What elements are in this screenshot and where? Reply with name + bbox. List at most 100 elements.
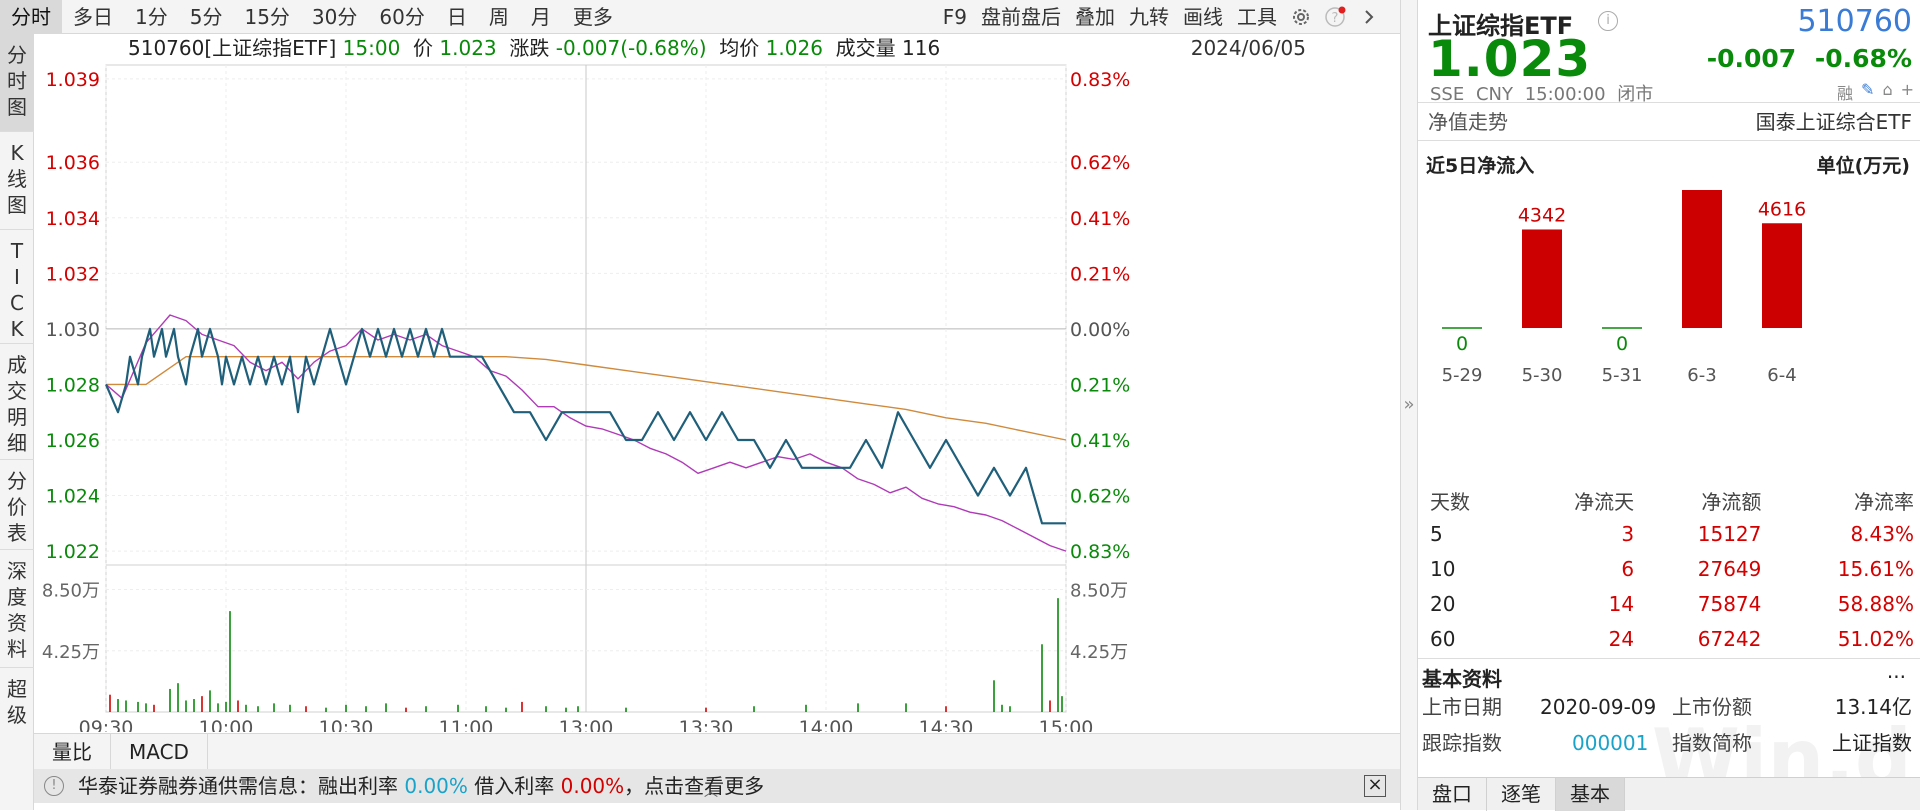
nav-trend-title: 净值走势 bbox=[1428, 110, 1508, 134]
panel-change-pct: -0.68% bbox=[1814, 44, 1912, 73]
cell-days: 5 bbox=[1430, 521, 1443, 546]
margin-info-ticker[interactable]: ! 华泰证券融券通供需信息：融出利率 0.00% 借入利率 0.00%，点击查看… bbox=[34, 769, 1400, 803]
info-icon[interactable]: i bbox=[1598, 11, 1618, 31]
inflow-category-label: 5-29 bbox=[1442, 365, 1483, 386]
intraday-chart[interactable]: 1.039 0.83% 1.036 0.62% 1.034 0.41% 1.032 0.21%… bbox=[34, 60, 1400, 732]
close-icon[interactable]: × bbox=[1364, 775, 1386, 797]
avg-label: 均价 bbox=[719, 36, 760, 60]
panel-change-value: -0.007 bbox=[1706, 44, 1797, 73]
track-index-label: 跟踪指数 bbox=[1422, 731, 1502, 755]
index-short-value: 上证指数 bbox=[1832, 731, 1912, 755]
panel-security-name: 上证综指ETF bbox=[1428, 12, 1574, 40]
cell-inflow-days: 14 bbox=[1608, 591, 1635, 616]
y-right-tick: 0.62% bbox=[1070, 486, 1130, 508]
pre-post-market-button[interactable]: 盘前盘后 bbox=[981, 5, 1061, 29]
nav-trend-row[interactable]: 净值走势 国泰上证综合ETF bbox=[1428, 106, 1912, 135]
caret-up-icon[interactable]: ︿ bbox=[704, 784, 718, 800]
y-right-tick: 0.41% bbox=[1070, 208, 1130, 230]
period-tab-30min[interactable]: 30分 bbox=[311, 4, 358, 29]
draw-line-button[interactable]: 画线 bbox=[1183, 5, 1223, 29]
period-tab-more[interactable]: 更多 bbox=[572, 4, 613, 29]
period-toolbar: 分时 多日 1分 5分 15分 30分 60分 日 周 月 更多 F9 盘前盘后… bbox=[0, 0, 1400, 34]
tab-order-book[interactable]: 盘口 bbox=[1418, 778, 1487, 811]
x-tick: 09:30 bbox=[79, 717, 134, 732]
table-row: 20 14 75874 58.88% bbox=[1426, 586, 1914, 621]
cell-inflow-rate: 51.02% bbox=[1837, 626, 1914, 651]
y-left-tick: 1.036 bbox=[46, 152, 100, 174]
x-tick: 14:00 bbox=[799, 717, 854, 732]
period-tab-day[interactable]: 日 bbox=[446, 4, 467, 29]
y-left-tick: 1.030 bbox=[46, 319, 100, 341]
volume-value: 116 bbox=[902, 36, 941, 60]
period-tab-60min[interactable]: 60分 bbox=[379, 4, 425, 29]
side-tab-trade-detail[interactable]: 成交明细 bbox=[0, 344, 34, 460]
inflow-category-label: 6-3 bbox=[1687, 365, 1716, 386]
borrow-label: 借入利率 bbox=[474, 774, 555, 798]
ticker-prefix: 华泰证券融券通供需信息：融出利率 bbox=[78, 774, 398, 798]
period-tab-15min[interactable]: 15分 bbox=[244, 4, 290, 29]
indicator-tabs: 量比 MACD bbox=[34, 733, 1400, 770]
cell-inflow-amount: 67242 bbox=[1697, 626, 1762, 651]
price-label: 价 bbox=[413, 36, 434, 60]
period-tab-month[interactable]: 月 bbox=[530, 4, 551, 29]
tab-basic[interactable]: 基本 bbox=[1556, 778, 1625, 811]
info-icon: ! bbox=[44, 776, 64, 796]
side-tab-super[interactable]: 超级 bbox=[7, 677, 27, 727]
y-left-tick: 1.024 bbox=[46, 486, 100, 508]
cell-inflow-amount: 75874 bbox=[1697, 591, 1762, 616]
more-button[interactable]: ... bbox=[1886, 659, 1906, 683]
basic-info-row: 跟踪指数 000001 指数简称 上证指数 bbox=[1422, 726, 1912, 760]
period-tab-5min[interactable]: 5分 bbox=[189, 4, 223, 29]
side-tab-price-table[interactable]: 分价表 bbox=[0, 460, 34, 550]
collapse-panel-handle[interactable]: » bbox=[1400, 0, 1418, 810]
nine-turn-button[interactable]: 九转 bbox=[1129, 5, 1169, 29]
period-tab-intraday[interactable]: 分时 bbox=[0, 0, 62, 34]
table-header-row: 天数 净流天 净流额 净流率 bbox=[1426, 484, 1914, 516]
divider bbox=[1418, 102, 1920, 103]
ticker-suffix: ，点击查看更多 bbox=[624, 774, 765, 798]
alert-bell-icon[interactable]: ⌂ bbox=[1882, 80, 1893, 99]
volume-tick-right: 4.25万 bbox=[1070, 642, 1128, 663]
edit-icon[interactable]: ✎ bbox=[1861, 80, 1875, 99]
security-name: 510760[上证综指ETF] bbox=[128, 36, 337, 60]
overlay-button[interactable]: 叠加 bbox=[1075, 5, 1115, 29]
cell-inflow-amount: 15127 bbox=[1697, 521, 1762, 546]
divider bbox=[1418, 140, 1920, 141]
x-tick: 11:00 bbox=[439, 717, 494, 732]
y-right-tick: 0.41% bbox=[1070, 430, 1130, 452]
period-tab-week[interactable]: 周 bbox=[488, 4, 509, 29]
cell-inflow-amount: 27649 bbox=[1697, 556, 1762, 581]
x-tick: 15:00 bbox=[1039, 717, 1094, 732]
x-tick: 13:00 bbox=[559, 717, 614, 732]
x-tick: 10:30 bbox=[319, 717, 374, 732]
track-index-code[interactable]: 000001 bbox=[1572, 731, 1649, 755]
table-row: 5 3 15127 8.43% bbox=[1426, 516, 1914, 551]
y-left-tick: 1.022 bbox=[46, 541, 100, 563]
y-right-tick: 0.83% bbox=[1070, 69, 1130, 91]
add-watchlist-icon[interactable]: + bbox=[1900, 80, 1914, 99]
tab-tick-by-tick[interactable]: 逐笔 bbox=[1487, 778, 1556, 811]
y-left-tick: 1.032 bbox=[46, 263, 100, 285]
f9-button[interactable]: F9 bbox=[942, 5, 967, 29]
side-tab-depth-data[interactable]: 深度资料 bbox=[0, 550, 34, 668]
side-tab-intraday-chart[interactable]: 分时图 bbox=[0, 34, 34, 132]
panel-security-code: 510760 bbox=[1797, 4, 1912, 39]
price-line bbox=[104, 327, 1066, 525]
tools-button[interactable]: 工具 bbox=[1237, 5, 1277, 29]
help-icon[interactable]: ? bbox=[1323, 5, 1347, 29]
period-tab-multiday[interactable]: 多日 bbox=[73, 4, 113, 29]
gear-icon[interactable] bbox=[1289, 5, 1313, 29]
tab-volume-ratio[interactable]: 量比 bbox=[34, 733, 111, 770]
nav-fund-name: 国泰上证综合ETF bbox=[1755, 110, 1912, 134]
volume-label: 成交量 bbox=[835, 36, 896, 60]
tab-macd[interactable]: MACD bbox=[111, 733, 208, 770]
chevron-right-icon[interactable] bbox=[1357, 5, 1381, 29]
period-tab-1min[interactable]: 1分 bbox=[135, 4, 168, 29]
average-line bbox=[106, 356, 1067, 441]
y-right-tick: 0.83% bbox=[1070, 541, 1130, 563]
change-value: -0.007(-0.68%) bbox=[555, 36, 707, 60]
margin-icon[interactable]: 融 bbox=[1837, 84, 1854, 103]
